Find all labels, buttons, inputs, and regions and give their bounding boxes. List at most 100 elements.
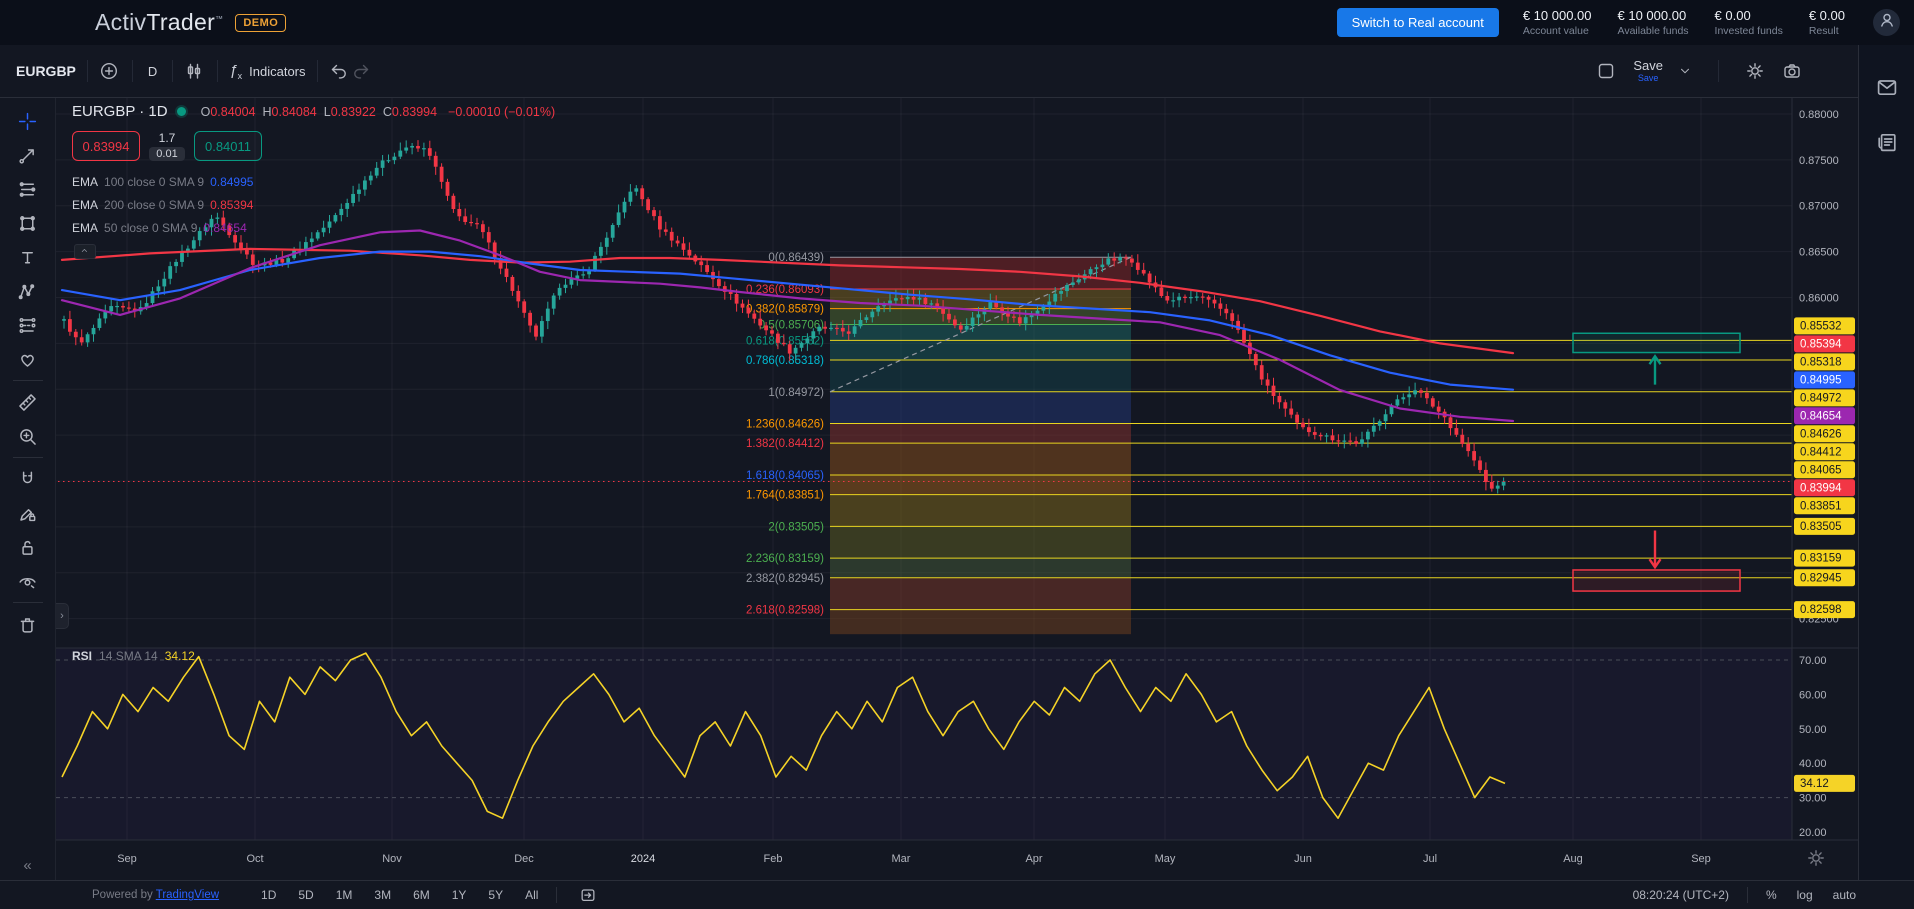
svg-text:0.88000: 0.88000 bbox=[1799, 109, 1839, 121]
timeframe-1y[interactable]: 1Y bbox=[451, 888, 467, 902]
tool-emoji-icon[interactable] bbox=[10, 342, 46, 376]
timeframe-5d[interactable]: 5D bbox=[298, 888, 314, 902]
svg-text:1(0.84972): 1(0.84972) bbox=[768, 387, 824, 399]
save-button[interactable]: Save Save bbox=[1633, 59, 1663, 83]
toolbar-divider bbox=[12, 602, 43, 603]
toolbar-separator bbox=[86, 60, 88, 82]
svg-text:1.618(0.84065): 1.618(0.84065) bbox=[746, 470, 824, 482]
stat-result: € 0.00 Result bbox=[1809, 8, 1845, 37]
activtrader-logo: ActivTrader™ bbox=[95, 9, 223, 36]
snapshot-camera-icon[interactable] bbox=[1782, 60, 1804, 82]
chart-area[interactable]: 0(0.86439) 0.236(0.86093) 0.382(0.85879) 0.… bbox=[56, 98, 1858, 880]
svg-text:60.00: 60.00 bbox=[1799, 689, 1827, 701]
svg-text:0.382(0.85879): 0.382(0.85879) bbox=[746, 304, 824, 316]
ema-lines bbox=[60, 229, 1515, 423]
price-tag bbox=[1794, 371, 1855, 389]
account-stats: € 10 000.00 Account value € 10 000.00 Av… bbox=[1523, 8, 1845, 37]
scale-percent[interactable]: % bbox=[1765, 888, 1777, 902]
settings-gear-icon[interactable] bbox=[1745, 60, 1767, 82]
tool-crosshair-icon[interactable] bbox=[10, 104, 46, 138]
spread-step: 0.01 bbox=[149, 147, 185, 161]
indicator-legend-ema50[interactable]: EMA 50 close 0 SMA 9 0.84654 bbox=[72, 221, 247, 235]
timeframe-all[interactable]: All bbox=[525, 888, 539, 902]
switch-to-real-account-button[interactable]: Switch to Real account bbox=[1336, 8, 1499, 37]
go-to-date-icon[interactable] bbox=[579, 886, 597, 904]
indicator-legend-ema100[interactable]: EMA 100 close 0 SMA 9 0.84995 bbox=[72, 175, 254, 189]
indicators-button[interactable]: ƒx Indicators bbox=[229, 62, 305, 81]
result-label: Result bbox=[1808, 25, 1839, 37]
svg-text:0.86000: 0.86000 bbox=[1799, 292, 1839, 304]
scale-auto[interactable]: auto bbox=[1832, 888, 1856, 902]
tool-trend-line-icon[interactable] bbox=[10, 138, 46, 172]
svg-text:1.382(0.84412): 1.382(0.84412) bbox=[746, 438, 824, 450]
legend-symbol-title[interactable]: EURGBP · 1D bbox=[72, 103, 168, 120]
app-header: ActivTrader™ DEMO Switch to Real account… bbox=[0, 0, 1914, 45]
buy-button[interactable]: 0.84011 bbox=[194, 131, 262, 161]
tool-remove-all-icon[interactable] bbox=[10, 607, 46, 641]
tool-drawing-lock-icon[interactable] bbox=[10, 496, 46, 530]
undo-icon[interactable] bbox=[329, 60, 351, 82]
redo-icon[interactable] bbox=[351, 60, 373, 82]
chart-type-icon[interactable] bbox=[184, 60, 206, 82]
account-value-label: Account value bbox=[1522, 25, 1589, 37]
tool-lock-all-icon[interactable] bbox=[10, 530, 46, 564]
tool-zoom-in-icon[interactable] bbox=[10, 419, 46, 453]
bottom-separator bbox=[1746, 887, 1748, 903]
svg-text:May: May bbox=[1155, 853, 1176, 865]
svg-text:Apr: Apr bbox=[1025, 853, 1042, 865]
svg-text:70.00: 70.00 bbox=[1799, 655, 1827, 667]
tradingview-link[interactable]: TradingView bbox=[155, 889, 220, 901]
tool-magnet-icon[interactable] bbox=[10, 462, 46, 496]
save-sub-label: Save bbox=[1637, 73, 1659, 83]
sidebar-collapse-handle[interactable]: › bbox=[56, 603, 69, 629]
clock[interactable]: 08:20:24 (UTC+2) bbox=[1632, 888, 1729, 902]
tool-xabcd-pattern-icon[interactable] bbox=[10, 274, 46, 308]
svg-text:Dec: Dec bbox=[514, 853, 534, 865]
chevron-down-icon[interactable] bbox=[1678, 64, 1692, 78]
timeframe-6m[interactable]: 6M bbox=[413, 888, 430, 902]
layout-icon[interactable] bbox=[1596, 60, 1618, 82]
svg-text:0(0.86439): 0(0.86439) bbox=[768, 252, 824, 264]
invested-funds: € 0.00 bbox=[1714, 8, 1751, 23]
symbol-button[interactable]: EURGBP bbox=[16, 63, 76, 79]
svg-text:0.85532: 0.85532 bbox=[1800, 320, 1842, 332]
news-icon[interactable] bbox=[1875, 130, 1899, 154]
tool-fib-retracement-icon[interactable] bbox=[10, 172, 46, 206]
quote-panel: 0.83994 1.7 0.01 0.84011 bbox=[72, 131, 262, 161]
tool-shapes-icon[interactable] bbox=[10, 206, 46, 240]
toolbar-divider bbox=[12, 380, 43, 381]
svg-text:Jul: Jul bbox=[1423, 853, 1437, 865]
axis-settings-gear-icon[interactable] bbox=[1808, 850, 1824, 866]
toolbar-separator bbox=[172, 60, 174, 82]
toolbar-separator bbox=[316, 60, 318, 82]
scroll-start-chevrons[interactable]: « bbox=[23, 857, 32, 874]
compare-add-icon[interactable] bbox=[99, 60, 121, 82]
stat-available-funds: € 10 000.00 Available funds bbox=[1618, 8, 1689, 37]
price-tag bbox=[1794, 497, 1855, 515]
rsi-legend[interactable]: RSI 14 SMA 14 34.12 bbox=[72, 649, 195, 663]
timeframe-3m[interactable]: 3M bbox=[374, 888, 392, 902]
timeframe-5y[interactable]: 5Y bbox=[488, 888, 504, 902]
invested-funds-label: Invested funds bbox=[1714, 25, 1783, 37]
indicator-legend-ema200[interactable]: EMA 200 close 0 SMA 9 0.85394 bbox=[72, 198, 254, 212]
interval-button[interactable]: D bbox=[147, 63, 158, 79]
tool-hide-all-icon[interactable] bbox=[10, 564, 46, 598]
price-chart[interactable]: 0(0.86439) 0.236(0.86093) 0.382(0.85879) 0.… bbox=[56, 98, 1858, 880]
rsi-pane bbox=[56, 652, 1792, 819]
price-tag bbox=[1794, 443, 1855, 461]
ema200-value: 0.85394 bbox=[210, 198, 254, 212]
tool-measure-icon[interactable] bbox=[10, 385, 46, 419]
close-value: 0.83994 bbox=[391, 104, 438, 119]
timeframe-1m[interactable]: 1M bbox=[335, 888, 353, 902]
legend-collapse-button[interactable] bbox=[74, 244, 96, 259]
scale-log[interactable]: log bbox=[1796, 888, 1813, 902]
timeframe-1d[interactable]: 1D bbox=[261, 888, 277, 902]
indicators-label: Indicators bbox=[249, 63, 306, 79]
scale-buttons: % log auto bbox=[1766, 888, 1856, 902]
sell-button[interactable]: 0.83994 bbox=[72, 131, 140, 161]
user-avatar[interactable] bbox=[1873, 9, 1900, 36]
mail-icon[interactable] bbox=[1875, 75, 1899, 99]
tool-text-icon[interactable] bbox=[10, 240, 46, 274]
tool-forecast-icon[interactable] bbox=[10, 308, 46, 342]
